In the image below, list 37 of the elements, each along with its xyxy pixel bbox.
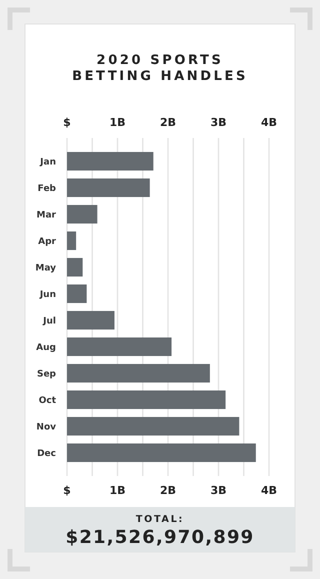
text: TOTAL: (136, 514, 184, 525)
x-tick-label: 3B (210, 484, 227, 497)
y-tick-label: Dec (37, 448, 56, 459)
y-tick-label: Aug (36, 342, 56, 353)
x2-tick-label: $ (63, 116, 71, 129)
y-tick-label: Sep (36, 369, 57, 380)
x-tick-label: 4B (260, 484, 278, 497)
y-tick-label: Apr (38, 236, 57, 247)
x-tick-label: 1B (109, 484, 126, 497)
x2-tick-label: 2B (160, 116, 176, 129)
bar (67, 152, 154, 171)
y-tick-label: Nov (36, 422, 56, 432)
x2-tick-label: 3B (210, 116, 227, 129)
bar (67, 364, 210, 383)
bar (67, 231, 76, 250)
bar (67, 178, 150, 198)
y-tick-label: Mar (36, 210, 57, 220)
bar (67, 337, 172, 356)
y-tick-label: May (35, 263, 56, 274)
y-tick-label: Jul (42, 316, 56, 326)
y-tick-label: Oct (38, 396, 57, 406)
x-tick-label: $ (63, 484, 71, 497)
bar (67, 284, 87, 304)
bar (67, 258, 83, 277)
y-tick-label: Jan (39, 157, 56, 168)
y-tick-label: Jun (38, 290, 56, 300)
bar (67, 310, 114, 330)
bar (67, 443, 256, 462)
x2-tick-label: 1B (109, 116, 126, 129)
text: $21,526,970,899 (66, 527, 254, 548)
bar (67, 416, 240, 436)
x-tick-label: 2B (160, 484, 176, 497)
x2-tick-label: 4B (260, 116, 278, 129)
y-tick-label: Feb (38, 184, 57, 194)
bar (67, 390, 226, 410)
bar (67, 204, 98, 224)
chart-title: 2020 SPORTS BETTING HANDLES (72, 53, 248, 84)
